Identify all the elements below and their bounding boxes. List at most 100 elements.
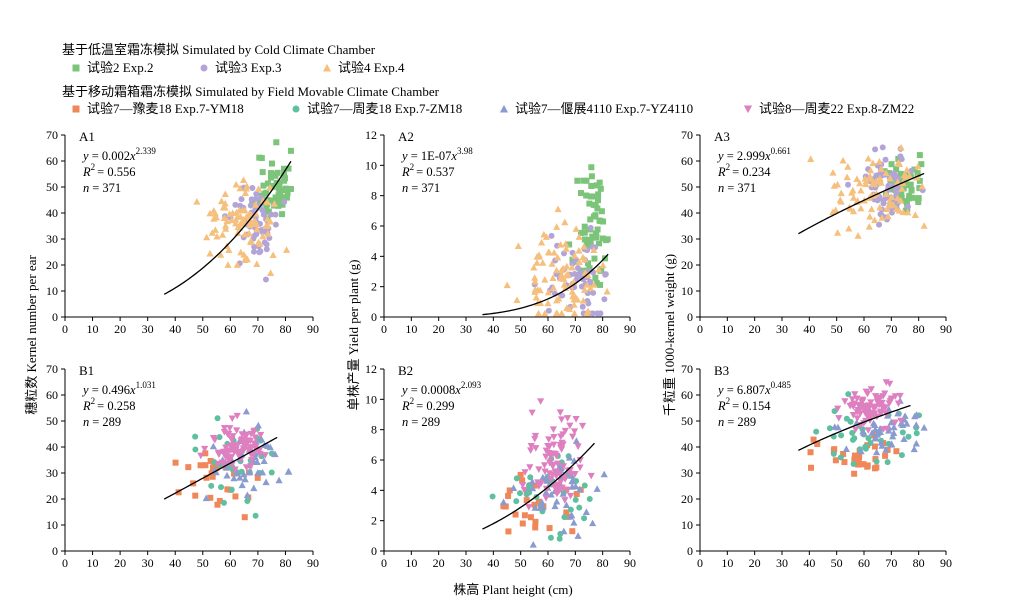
legend-item-exp4: 试验4 Exp.4 <box>322 60 405 75</box>
data-point-zm18 <box>547 534 554 541</box>
data-point-ym18 <box>527 514 534 521</box>
sample-size: n = 371 <box>83 181 121 195</box>
data-point-zm22 <box>242 464 250 471</box>
data-point-exp2 <box>275 202 282 209</box>
data-point-exp4 <box>568 288 576 295</box>
data-point-exp2 <box>907 181 914 188</box>
equation-y: y <box>81 149 89 163</box>
data-point-zm22 <box>850 400 858 408</box>
data-point-exp2 <box>604 236 611 243</box>
data-point-exp4 <box>241 230 249 238</box>
legend-marker-exp4 <box>322 63 332 72</box>
data-point-zm22 <box>228 435 236 443</box>
equation-x: x <box>129 383 136 397</box>
data-point-zm22 <box>550 434 558 441</box>
data-point-zm18 <box>581 515 588 522</box>
data-point-ym18 <box>546 525 553 532</box>
data-point-exp3 <box>259 207 266 214</box>
x-tick-label: 70 <box>252 556 264 570</box>
y-tick-label: 10 <box>365 392 377 406</box>
data-point-exp2 <box>592 202 599 209</box>
data-point-zm22 <box>566 492 575 500</box>
data-point-yz4110 <box>873 431 881 438</box>
data-point-exp3 <box>597 310 604 317</box>
scatter-points <box>807 143 928 239</box>
data-point-zm22 <box>541 468 549 476</box>
data-point-zm22 <box>246 437 254 445</box>
data-point-exp4 <box>242 213 251 220</box>
data-point-zm22 <box>858 398 866 406</box>
data-point-exp4 <box>237 213 245 220</box>
data-point-zm18 <box>489 493 496 500</box>
data-point-exp4 <box>580 286 589 293</box>
data-point-zm22 <box>876 408 885 416</box>
sample-size: n = 289 <box>83 415 121 429</box>
data-point-exp4 <box>558 309 566 317</box>
x-tick-label: 0 <box>62 322 68 336</box>
legend-marker-exp2 <box>72 64 80 72</box>
data-point-exp4 <box>531 277 539 285</box>
data-point-exp4 <box>263 198 272 206</box>
data-point-exp4 <box>867 205 876 213</box>
data-point-exp4 <box>871 216 879 224</box>
data-point-yz4110 <box>566 513 575 520</box>
data-point-ym18 <box>882 452 889 459</box>
x-tick-label: 0 <box>381 322 387 336</box>
data-point-ym18 <box>203 474 210 481</box>
data-point-exp4 <box>894 178 902 185</box>
x-tick-label: 30 <box>776 556 788 570</box>
r-squared-value: = 0.258 <box>97 399 135 413</box>
data-point-zm22 <box>247 463 255 470</box>
data-point-zm18 <box>913 430 920 437</box>
data-point-exp3 <box>579 303 586 310</box>
data-point-zm18 <box>581 482 588 489</box>
legend-label-exp3: 试验3 Exp.3 <box>215 60 281 75</box>
data-point-exp2 <box>897 170 904 177</box>
data-point-exp4 <box>266 183 274 191</box>
y-tick-label: 10 <box>46 284 58 298</box>
data-point-zm22 <box>881 390 889 398</box>
data-point-zm22 <box>891 419 899 427</box>
data-point-zm22 <box>574 443 582 451</box>
panel-a2: 0 10 20 30 40 50 60 70 80 90 0 2 4 6 8 10 12 A2 y = 1E-07x… <box>365 128 636 336</box>
data-point-yz4110 <box>209 442 217 450</box>
panel-label: B1 <box>79 363 94 378</box>
data-point-exp2 <box>287 147 294 154</box>
data-point-exp4 <box>234 223 242 230</box>
scatter-points <box>193 139 294 283</box>
x-tick-label: 70 <box>569 556 581 570</box>
data-point-exp2 <box>599 235 606 242</box>
data-point-exp2 <box>276 181 283 188</box>
y-tick-label: 2 <box>371 280 377 294</box>
data-point-exp2 <box>590 213 597 220</box>
data-point-exp2 <box>588 164 595 171</box>
data-point-exp4 <box>221 190 229 198</box>
data-point-yz4110 <box>260 457 268 464</box>
data-point-zm22 <box>864 427 872 434</box>
data-point-exp4 <box>849 207 858 215</box>
data-point-exp3 <box>249 184 256 191</box>
data-point-zm22 <box>552 468 560 475</box>
legend: 基于低温室霜冻模拟 Simulated by Cold Climate Cham… <box>62 42 914 116</box>
data-point-exp4 <box>531 286 539 293</box>
data-point-exp4 <box>503 281 511 289</box>
data-point-zm22 <box>570 428 579 436</box>
data-point-exp3 <box>882 156 889 163</box>
x-tick-label: 0 <box>381 556 387 570</box>
data-point-yz4110 <box>882 446 890 453</box>
data-point-zm18 <box>845 391 852 398</box>
data-point-zm22 <box>558 446 566 453</box>
r-symbol: R <box>82 165 91 179</box>
data-point-exp4 <box>807 155 815 163</box>
legend-marker-zm22 <box>743 105 753 114</box>
data-point-exp4 <box>920 222 928 229</box>
scatter-points <box>503 164 611 317</box>
data-point-yz4110 <box>871 434 879 442</box>
data-point-zm22 <box>233 412 241 420</box>
data-point-exp3 <box>263 246 270 253</box>
x-tick-label: 20 <box>749 322 761 336</box>
data-point-yz4110 <box>238 481 246 489</box>
r-squared: R2 = 0.258 <box>82 396 135 413</box>
data-point-yz4110 <box>241 475 249 483</box>
data-point-exp2 <box>592 274 599 281</box>
